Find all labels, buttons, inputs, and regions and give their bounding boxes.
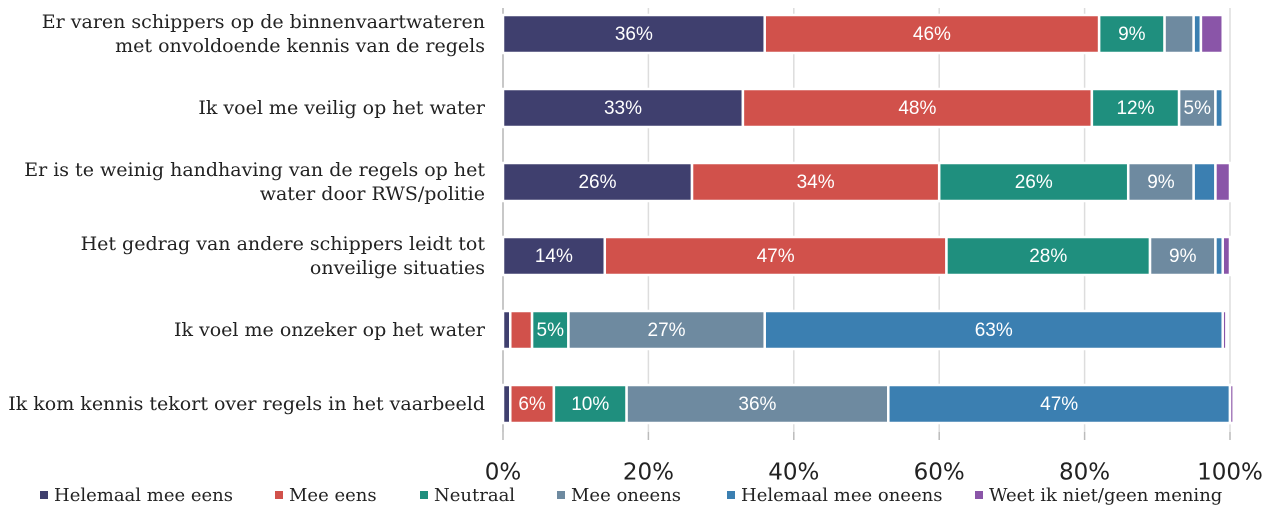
bar-segment [530, 309, 570, 351]
x-tick-label: 20% [623, 460, 674, 486]
category-label: Er is te weinig handhaving van de regels… [24, 159, 485, 205]
value-label: 28% [1029, 246, 1067, 267]
legend-label: Mee eens [289, 485, 377, 506]
bar-segment [509, 383, 556, 425]
value-label: 26% [1015, 172, 1053, 193]
value-label: 48% [898, 98, 936, 119]
x-tick-label: 60% [914, 460, 965, 486]
legend-label: Helemaal mee oneens [741, 485, 942, 506]
bar-segment [1228, 383, 1235, 425]
value-label: 26% [578, 172, 616, 193]
value-label: 36% [615, 24, 653, 45]
x-tick-label: 100% [1197, 460, 1263, 486]
value-label: 34% [797, 172, 835, 193]
value-label: 14% [535, 246, 573, 267]
bar-segment [741, 87, 1094, 129]
category-label: Ik voel me onzeker op het water [173, 319, 485, 341]
legend-label: Mee oneens [571, 485, 681, 506]
legend-label: Helemaal mee eens [54, 485, 233, 506]
value-label: 36% [738, 394, 776, 415]
bar-segment [763, 309, 1224, 351]
bar-segment [501, 87, 745, 129]
bar-segment [1221, 235, 1232, 277]
bar-segment [763, 13, 1101, 55]
legend-swatch [727, 491, 735, 499]
value-label: 47% [757, 246, 795, 267]
category-label: Er varen schippers op de binnenvaartwate… [41, 11, 485, 57]
category-label: Het gedrag van andere schippers leidt to… [80, 233, 485, 279]
legend-label: Neutraal [434, 485, 515, 506]
legend-swatch [557, 491, 565, 499]
legend-swatch [420, 491, 428, 499]
x-tick-label: 80% [1059, 460, 1110, 486]
bar-segment [1199, 13, 1224, 55]
bar-segment [1192, 161, 1217, 203]
bar-segment [690, 161, 941, 203]
bar-segment [1214, 161, 1232, 203]
bar-segment [887, 383, 1232, 425]
value-label: 27% [648, 320, 686, 341]
category-label: Ik kom kennis tekort over regels in het … [8, 393, 485, 415]
value-label: 9% [1147, 172, 1175, 193]
value-label: 33% [604, 98, 642, 119]
legend-swatch [975, 491, 983, 499]
bar-segment [1090, 87, 1181, 129]
value-label: 9% [1118, 24, 1146, 45]
bar-segment [567, 309, 766, 351]
bar-segment [1148, 235, 1217, 277]
value-label: 10% [571, 394, 609, 415]
legend-label: Weet ik niet/geen mening [989, 485, 1222, 506]
bar-segment [1221, 309, 1228, 351]
x-tick-label: 0% [485, 460, 522, 486]
value-label: 9% [1169, 246, 1197, 267]
value-label: 46% [913, 24, 951, 45]
value-label: 5% [537, 320, 565, 341]
bar-segment [1177, 87, 1217, 129]
category-label: Ik voel me veilig op het water [198, 97, 485, 119]
bar-segment [1214, 87, 1224, 129]
value-label: 63% [975, 320, 1013, 341]
bar-segment [509, 309, 534, 351]
value-label: 5% [1184, 98, 1212, 119]
value-label: 6% [518, 394, 546, 415]
value-label: 12% [1116, 98, 1154, 119]
legend-swatch [40, 491, 48, 499]
value-label: 47% [1040, 394, 1078, 415]
bar-segment [625, 383, 890, 425]
x-tick-label: 40% [768, 460, 819, 486]
bar-segment [1126, 161, 1195, 203]
bar-segment [1097, 13, 1166, 55]
legend-swatch [275, 491, 283, 499]
bar-segment [501, 13, 766, 55]
bar-segment [501, 161, 694, 203]
bar-segment [1163, 13, 1195, 55]
